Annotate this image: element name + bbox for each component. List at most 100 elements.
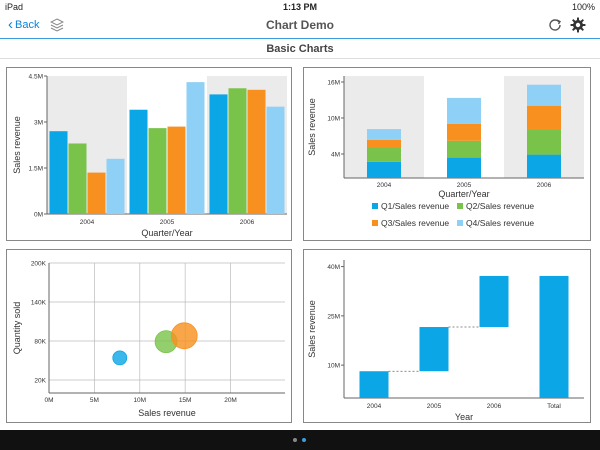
- bar[interactable]: [266, 106, 285, 214]
- x-tick-label: 2004: [80, 219, 95, 226]
- x-axis-title: Quarter/Year: [141, 228, 192, 238]
- stacked-bar-segment[interactable]: [527, 84, 561, 106]
- stacked-bar-chart[interactable]: 4M 10M 16M 2004 2005 2006 Quarter/Year Sales re…: [304, 68, 592, 242]
- chart-panel-grouped-bar: 0M 1.5M 3M 4.5M 2004 2005 2006 Quarter/Year Sale…: [6, 67, 292, 241]
- y-tick-label: 16M: [327, 80, 340, 87]
- stacked-bar-segment[interactable]: [367, 129, 401, 140]
- x-tick-label: 2006: [537, 182, 552, 189]
- y-tick-label: 0M: [34, 212, 43, 219]
- waterfall-bar[interactable]: [419, 327, 449, 372]
- battery-level: 100%: [571, 2, 595, 12]
- page-title: Chart Demo: [265, 18, 334, 32]
- y-tick-label: 40M: [327, 264, 340, 271]
- chart-panel-stacked-bar: 4M 10M 16M 2004 2005 2006 Quarter/Year Sales re…: [303, 67, 591, 241]
- y-tick-label: 20K: [34, 378, 46, 385]
- y-tick-label: 4.5M: [29, 74, 43, 81]
- chart-panel-bubble: 20K 80K 140K 200K 0M 5M 10M 15M 20M Sales revenue…: [6, 249, 292, 423]
- bubble-chart[interactable]: 20K 80K 140K 200K 0M 5M 10M 15M 20M Sales revenue…: [7, 250, 293, 424]
- y-tick-label: 10M: [327, 116, 340, 123]
- legend-swatch: [457, 220, 463, 226]
- waterfall-bar[interactable]: [539, 275, 569, 398]
- bar[interactable]: [106, 158, 125, 214]
- y-axis-title: Sales revenue: [307, 98, 317, 156]
- bar[interactable]: [129, 109, 148, 214]
- layers-icon[interactable]: [50, 18, 64, 32]
- x-tick-label: 2005: [457, 182, 472, 189]
- x-axis-title: Sales revenue: [138, 408, 196, 418]
- x-tick-label: 0M: [44, 397, 53, 404]
- y-tick-label: 10M: [327, 363, 340, 370]
- status-bar: iPad 1:13 PM 100%: [0, 0, 600, 14]
- nav-bar: ‹ Back Chart Demo: [0, 14, 600, 39]
- chevron-left-icon: ‹: [8, 16, 13, 33]
- y-axis-title: Quantity sold: [12, 302, 22, 355]
- bar[interactable]: [87, 172, 106, 214]
- bar[interactable]: [228, 88, 247, 214]
- legend-label: Q3/Sales revenue: [381, 218, 449, 228]
- x-tick-label: 5M: [90, 397, 99, 404]
- bottom-bar: [0, 430, 600, 450]
- legend-swatch: [372, 203, 378, 209]
- y-axis-title: Sales revenue: [307, 300, 317, 358]
- legend-swatch: [457, 203, 463, 209]
- page-indicator-dot-active[interactable]: [302, 438, 306, 442]
- x-axis-title: Quarter/Year: [438, 189, 489, 199]
- waterfall-bar[interactable]: [479, 275, 509, 328]
- x-axis-title: Year: [455, 412, 473, 422]
- x-tick-label: 2006: [487, 403, 502, 410]
- stacked-bar-segment[interactable]: [367, 139, 401, 148]
- y-tick-label: 140K: [31, 300, 47, 307]
- stacked-bar-segment[interactable]: [527, 130, 561, 155]
- legend-label: Q2/Sales revenue: [466, 201, 534, 211]
- waterfall-chart[interactable]: 10M 25M 40M 2004 2005 2006 Total Year Sales reve…: [304, 250, 592, 424]
- y-tick-label: 3M: [34, 120, 43, 127]
- y-tick-label: 4M: [331, 152, 340, 159]
- gear-icon[interactable]: [570, 17, 586, 33]
- x-tick-label: 2004: [367, 403, 382, 410]
- bubble[interactable]: [170, 322, 198, 350]
- x-tick-label: 2005: [427, 403, 442, 410]
- grouped-bar-chart[interactable]: 0M 1.5M 3M 4.5M 2004 2005 2006 Quarter/Year Sale…: [7, 68, 293, 242]
- x-tick-label: 15M: [179, 397, 192, 404]
- stacked-bar-segment[interactable]: [367, 161, 401, 178]
- y-tick-label: 25M: [327, 313, 340, 320]
- waterfall-bar[interactable]: [359, 371, 389, 398]
- x-tick-label: 2005: [160, 219, 175, 226]
- bubble[interactable]: [112, 350, 128, 366]
- page-indicator-dot[interactable]: [293, 438, 297, 442]
- legend-swatch: [372, 220, 378, 226]
- refresh-icon[interactable]: [548, 18, 562, 32]
- bar[interactable]: [68, 143, 87, 214]
- y-tick-label: 80K: [34, 339, 46, 346]
- back-label: Back: [15, 18, 40, 31]
- x-tick-label: 10M: [133, 397, 146, 404]
- bar[interactable]: [148, 128, 167, 214]
- status-time: 1:13 PM: [282, 2, 317, 12]
- y-tick-label: 1.5M: [29, 166, 43, 173]
- legend-label: Q4/Sales revenue: [466, 218, 534, 228]
- x-tick-label: 2004: [377, 182, 392, 189]
- section-title: Basic Charts: [266, 43, 334, 55]
- stacked-bar-segment[interactable]: [527, 154, 561, 178]
- stacked-bar-segment[interactable]: [447, 97, 481, 124]
- bar[interactable]: [167, 126, 186, 214]
- back-button[interactable]: ‹ Back: [8, 17, 39, 32]
- chart-panel-waterfall: 10M 25M 40M 2004 2005 2006 Total Year Sales reve…: [303, 249, 591, 423]
- stacked-bar-segment[interactable]: [447, 123, 481, 141]
- legend-label: Q1/Sales revenue: [381, 201, 449, 211]
- x-tick-label: 20M: [224, 397, 237, 404]
- x-tick-label: 2006: [240, 219, 255, 226]
- stacked-bar-segment[interactable]: [447, 140, 481, 158]
- bar[interactable]: [186, 82, 205, 214]
- y-tick-label: 200K: [31, 261, 47, 268]
- stacked-bar-segment[interactable]: [447, 157, 481, 178]
- bar[interactable]: [49, 131, 68, 214]
- y-axis-title: Sales revenue: [12, 116, 22, 174]
- stacked-bar-segment[interactable]: [367, 148, 401, 162]
- stacked-bar-segment[interactable]: [527, 105, 561, 130]
- bar[interactable]: [247, 89, 266, 214]
- bar[interactable]: [209, 94, 228, 214]
- divider: [0, 58, 600, 59]
- device-name: iPad: [5, 2, 24, 12]
- x-tick-label: Total: [547, 403, 561, 410]
